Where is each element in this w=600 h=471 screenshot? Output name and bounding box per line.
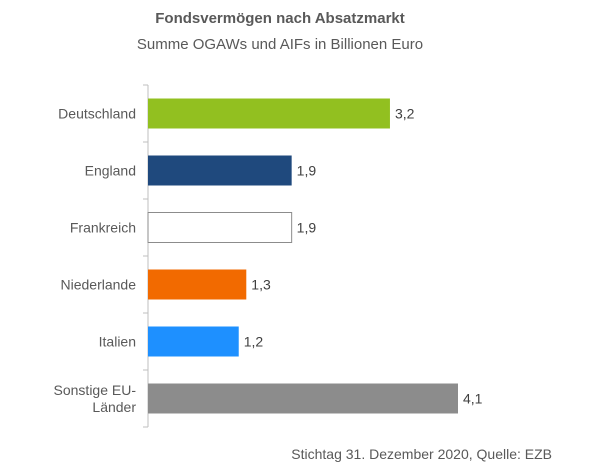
category-label: Sonstige EU-Länder (54, 382, 137, 415)
bar-5 (148, 383, 458, 414)
value-label: 1,9 (297, 220, 317, 236)
chart-title: Fondsvermögen nach Absatzmarkt (155, 10, 405, 27)
chart-subtitle: Summe OGAWs und AIFs in Billionen Euro (136, 36, 424, 53)
value-label: 4,1 (463, 391, 483, 407)
value-label: 3,2 (395, 106, 415, 122)
bar-0 (148, 98, 390, 129)
category-label: Deutschland (58, 106, 136, 122)
category-label: England (85, 163, 136, 179)
value-label: 1,2 (244, 334, 264, 350)
bar-1 (148, 155, 292, 186)
category-label: Frankreich (70, 220, 136, 236)
bar-3 (148, 269, 247, 300)
bar-4 (148, 326, 239, 357)
value-label: 1,3 (251, 277, 271, 293)
value-label: 1,9 (297, 163, 317, 179)
bar-2 (147, 212, 293, 243)
chart-footnote: Stichtag 31. Dezember 2020, Quelle: EZB (291, 446, 552, 462)
category-label: Italien (99, 334, 136, 350)
category-label: Niederlande (61, 277, 137, 293)
